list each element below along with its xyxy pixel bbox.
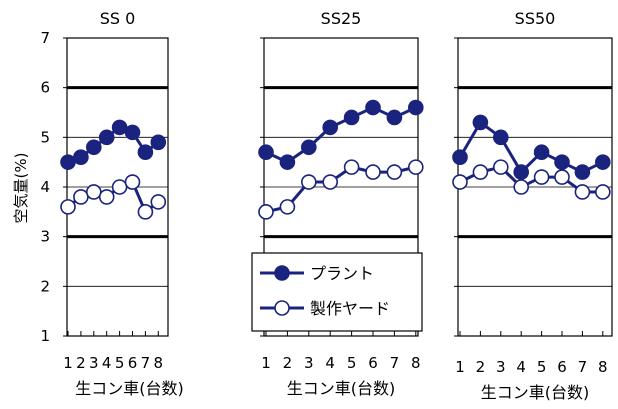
x-tick-label: 3 [304, 354, 314, 372]
point-filled [60, 154, 76, 170]
x-tick-label: 6 [128, 354, 138, 372]
y-tick-label: 4 [40, 178, 50, 196]
legend-swatch-marker [274, 300, 290, 316]
point-open [533, 169, 550, 185]
x-tick-label: 1 [261, 354, 271, 372]
x-tick-label: 8 [598, 358, 608, 376]
x-tick-label: 2 [76, 354, 86, 372]
x-tick-label: 6 [557, 358, 567, 376]
y-tick-label: 6 [40, 79, 50, 97]
point-filled [73, 149, 89, 165]
x-axis-label: 生コン車(台数) [75, 379, 184, 398]
point-open [365, 164, 381, 180]
panel-title: SS25 [321, 9, 362, 28]
point-open [322, 174, 339, 190]
y-tick-label: 1 [40, 327, 50, 345]
point-filled [407, 99, 424, 116]
point-filled [472, 114, 489, 131]
point-open [150, 194, 167, 210]
point-filled [322, 119, 339, 136]
panel-title: SS 0 [100, 9, 136, 28]
x-axis-label: 生コン車(台数) [287, 379, 396, 398]
point-open [452, 174, 468, 190]
point-filled [279, 154, 296, 170]
point-filled [386, 109, 403, 126]
point-filled [452, 149, 468, 165]
x-tick-label: 5 [347, 354, 357, 372]
point-filled [492, 129, 509, 146]
point-filled [513, 164, 530, 180]
point-filled [258, 144, 274, 161]
point-filled [137, 144, 154, 161]
point-open [492, 159, 509, 175]
x-tick-label: 2 [476, 358, 486, 376]
point-filled [124, 124, 141, 141]
point-open [407, 159, 424, 175]
panel-2: SS25 1 2 3 4 5 6 7 8 生コン車(台数) [258, 9, 424, 398]
point-open [574, 184, 591, 200]
x-tick-label: 2 [283, 354, 293, 372]
point-open [513, 179, 530, 195]
x-tick-label: 6 [368, 354, 378, 372]
y-tick-label: 2 [40, 277, 50, 295]
x-tick-label: 5 [115, 354, 125, 372]
x-tick-label: 1 [63, 354, 73, 372]
x-tick-label: 1 [455, 358, 465, 376]
x-tick-label: 4 [102, 354, 112, 372]
point-open [258, 204, 274, 220]
y-axis-label: 空気量(%) [12, 153, 30, 224]
point-open [594, 184, 611, 200]
point-open [86, 184, 102, 200]
point-open [137, 204, 154, 220]
panel-3: SS50 1 2 3 4 5 6 7 8 生コン車(台数) [452, 9, 613, 402]
point-filled [594, 154, 611, 170]
point-filled [533, 144, 550, 161]
y-tick-label: 3 [40, 228, 50, 246]
point-open [472, 164, 489, 180]
point-open [386, 164, 403, 180]
y-tick-label: 5 [40, 128, 50, 146]
legend-swatch-marker [274, 265, 290, 281]
y-axis-ticks: 1 2 3 4 5 6 7 [40, 29, 50, 345]
x-tick-label: 8 [154, 354, 164, 372]
x-tick-label: 5 [537, 358, 547, 376]
point-filled [111, 119, 128, 136]
point-filled [574, 164, 591, 180]
point-open [279, 199, 296, 215]
y-tick-label: 7 [40, 29, 50, 47]
point-filled [554, 154, 570, 170]
point-open [343, 159, 360, 175]
point-filled [98, 129, 115, 146]
point-open [111, 179, 128, 195]
legend-entry-label: プラント [310, 264, 374, 283]
x-tick-label: 3 [89, 354, 99, 372]
point-open [73, 189, 89, 205]
point-filled [343, 109, 360, 126]
point-open [60, 199, 76, 215]
x-tick-label: 8 [411, 354, 421, 372]
panel-title: SS50 [515, 9, 556, 28]
x-tick-label: 7 [578, 358, 588, 376]
point-filled [150, 134, 167, 151]
point-filled [86, 139, 102, 156]
point-filled [300, 139, 317, 156]
point-filled [365, 99, 381, 116]
point-open [554, 169, 570, 185]
panel-1: SS 0 1 2 3 4 5 6 7 8 生コン車(台数) [60, 9, 184, 398]
x-tick-label: 7 [390, 354, 400, 372]
point-open [124, 174, 141, 190]
legend-entry-label: 製作ヤード [310, 299, 390, 318]
x-tick-label: 7 [141, 354, 151, 372]
x-tick-label: 4 [516, 358, 526, 376]
x-tick-label: 3 [496, 358, 506, 376]
point-open [98, 189, 115, 205]
point-open [300, 174, 317, 190]
x-tick-label: 4 [325, 354, 335, 372]
x-axis-label: 生コン車(台数) [481, 383, 590, 402]
